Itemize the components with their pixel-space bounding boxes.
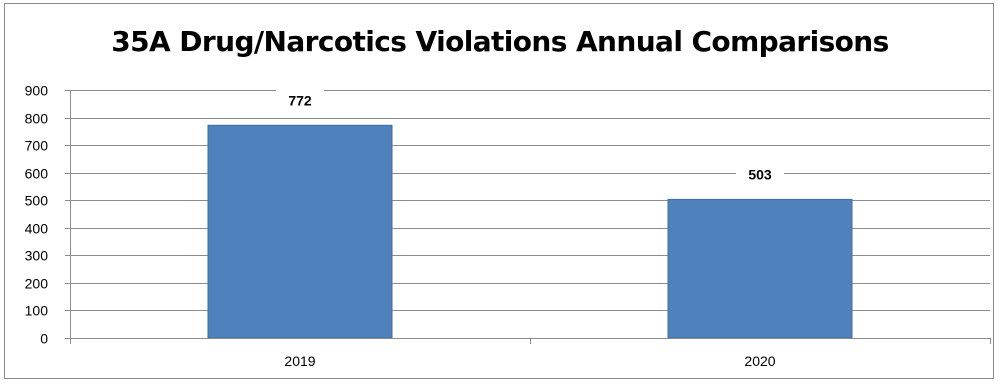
bars (207, 124, 853, 339)
y-tick-label: 800 (25, 111, 49, 127)
y-tick-label: 100 (25, 303, 49, 319)
data-label-2020: 503 (748, 166, 772, 182)
y-tick-label: 400 (25, 221, 49, 237)
chart-title: 35A Drug/Narcotics Violations Annual Com… (111, 25, 889, 58)
x-tick-label-2020: 2020 (744, 353, 775, 369)
x-tick-label-2019: 2019 (284, 353, 315, 369)
data-label-2019: 772 (288, 92, 312, 108)
bar-2019 (207, 124, 393, 339)
data-label-bg-2019 (276, 89, 324, 112)
y-tick-label: 500 (25, 193, 49, 209)
y-tick-label: 600 (25, 166, 49, 182)
y-tick-label: 700 (25, 138, 49, 154)
axes (65, 90, 991, 344)
y-tick-label: 0 (40, 331, 48, 347)
labels: 0 100 200 300 400 500 600 700 800 900 772 2019 503 20… (25, 83, 784, 369)
data-label-bg-2020 (736, 163, 784, 186)
y-tick-label: 200 (25, 276, 49, 292)
bar-2020 (667, 198, 853, 339)
y-tick-label: 300 (25, 248, 49, 264)
y-tick-label: 900 (25, 83, 49, 99)
